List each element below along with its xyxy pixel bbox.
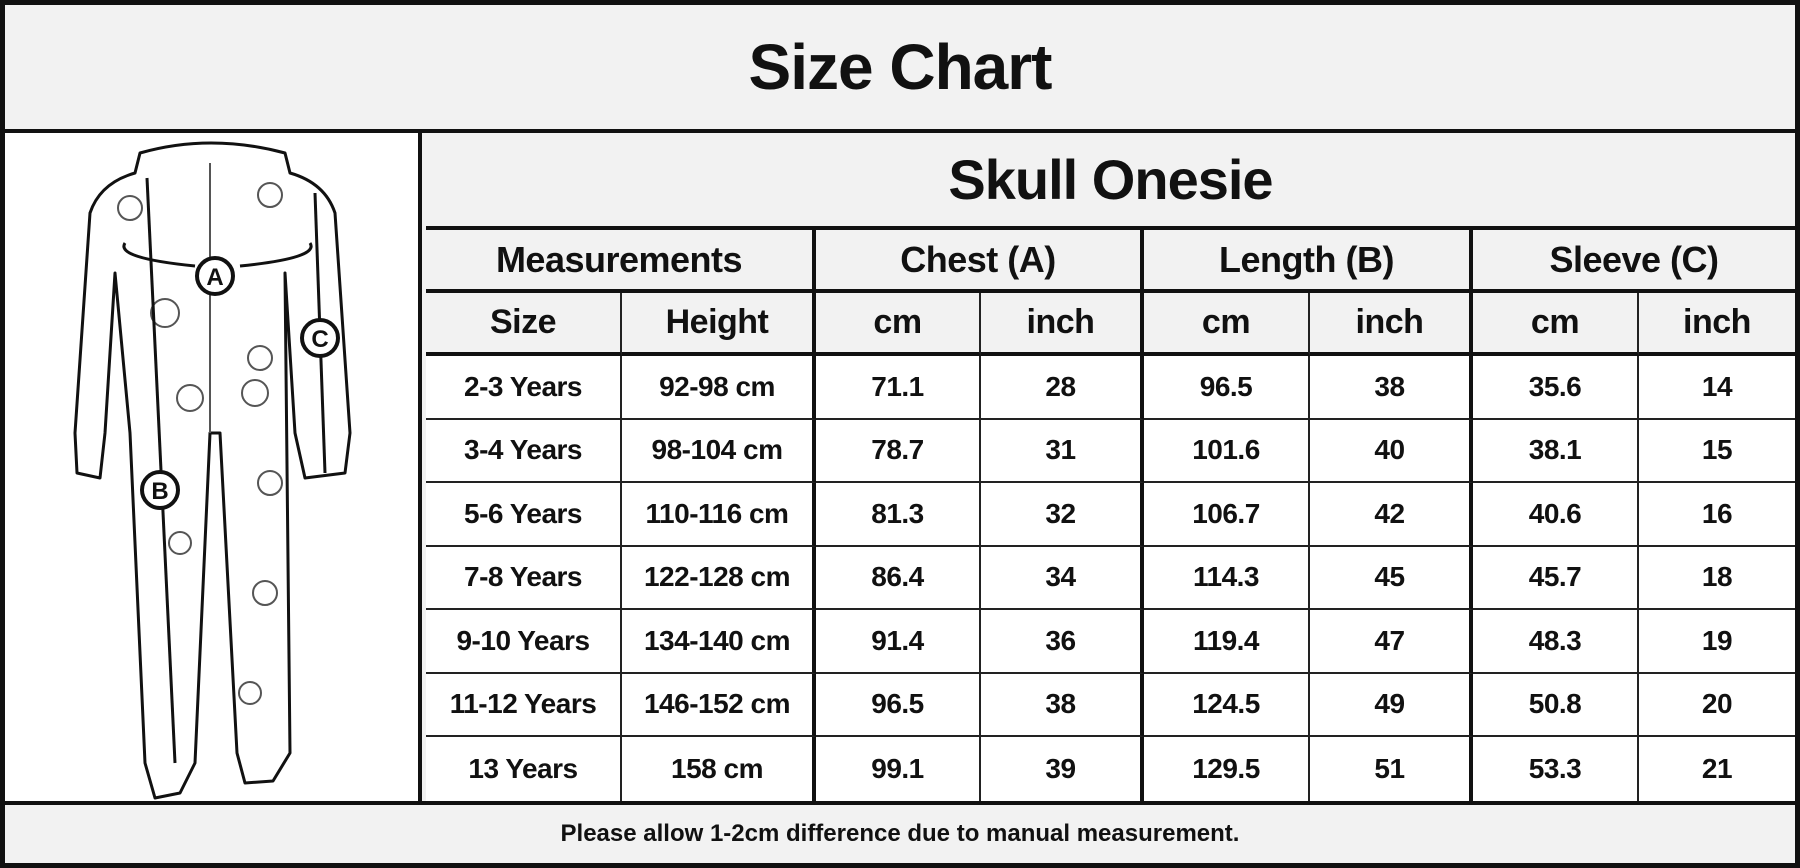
- table-cell: 7-8 Years: [426, 546, 622, 610]
- table-cell: 16: [1639, 483, 1795, 547]
- table-cell: 39: [981, 737, 1144, 801]
- table-cell: 124.5: [1144, 673, 1310, 737]
- subheader-cell: inch: [981, 293, 1144, 356]
- table-cell: 50.8: [1473, 673, 1639, 737]
- label-c: C: [311, 326, 328, 353]
- page-title: Size Chart: [5, 5, 1795, 133]
- subheader-cell: cm: [1473, 293, 1639, 356]
- table-cell: 45.7: [1473, 546, 1639, 610]
- table-cell: 45: [1310, 546, 1473, 610]
- table-cell: 40: [1310, 419, 1473, 483]
- table-cell: 5-6 Years: [426, 483, 622, 547]
- subheader-cell: inch: [1639, 293, 1795, 356]
- table-cell: 101.6: [1144, 419, 1310, 483]
- table-cell: 11-12 Years: [426, 673, 622, 737]
- table-cell: 134-140 cm: [622, 610, 816, 674]
- table-cell: 106.7: [1144, 483, 1310, 547]
- onesie-illustration: A B C: [5, 133, 422, 801]
- table-cell: 34: [981, 546, 1144, 610]
- table-cell: 2-3 Years: [426, 356, 622, 420]
- table-cell: 28: [981, 356, 1144, 420]
- table-cell: 146-152 cm: [622, 673, 816, 737]
- table-cell: 114.3: [1144, 546, 1310, 610]
- subheader-cell: cm: [1144, 293, 1310, 356]
- table-cell: 38.1: [1473, 419, 1639, 483]
- table-cell: 32: [981, 483, 1144, 547]
- table-cell: 91.4: [816, 610, 981, 674]
- table-cell: 21: [1639, 737, 1795, 801]
- table-cell: 20: [1639, 673, 1795, 737]
- table-cell: 35.6: [1473, 356, 1639, 420]
- table-cell: 19: [1639, 610, 1795, 674]
- header-sleeve: Sleeve (C): [1473, 230, 1795, 293]
- table-cell: 53.3: [1473, 737, 1639, 801]
- footer-note: Please allow 1-2cm difference due to man…: [5, 801, 1795, 863]
- table-cell: 71.1: [816, 356, 981, 420]
- table-cell: 31: [981, 419, 1144, 483]
- table-cell: 96.5: [1144, 356, 1310, 420]
- product-name: Skull Onesie: [426, 133, 1795, 230]
- table-cell: 129.5: [1144, 737, 1310, 801]
- table-cell: 96.5: [816, 673, 981, 737]
- table-cell: 9-10 Years: [426, 610, 622, 674]
- onesie-diagram-icon: A B C: [73, 141, 352, 800]
- label-a: A: [206, 264, 223, 291]
- table-cell: 51: [1310, 737, 1473, 801]
- table-cell: 92-98 cm: [622, 356, 816, 420]
- table-cell: 98-104 cm: [622, 419, 816, 483]
- table-cell: 40.6: [1473, 483, 1639, 547]
- subheader-cell: Size: [426, 293, 622, 356]
- table-cell: 119.4: [1144, 610, 1310, 674]
- header-length: Length (B): [1144, 230, 1473, 293]
- size-grid: Measurements Chest (A) Length (B) Sleeve…: [426, 230, 1795, 801]
- table-cell: 110-116 cm: [622, 483, 816, 547]
- header-chest: Chest (A): [816, 230, 1144, 293]
- subheader-cell: cm: [816, 293, 981, 356]
- label-b: B: [151, 478, 168, 505]
- subheader-cell: Height: [622, 293, 816, 356]
- table-cell: 13 Years: [426, 737, 622, 801]
- table-cell: 42: [1310, 483, 1473, 547]
- table-cell: 86.4: [816, 546, 981, 610]
- table-cell: 99.1: [816, 737, 981, 801]
- table-cell: 158 cm: [622, 737, 816, 801]
- table-cell: 38: [1310, 356, 1473, 420]
- table-cell: 122-128 cm: [622, 546, 816, 610]
- table-cell: 3-4 Years: [426, 419, 622, 483]
- table-cell: 78.7: [816, 419, 981, 483]
- table-cell: 81.3: [816, 483, 981, 547]
- table-cell: 47: [1310, 610, 1473, 674]
- table-cell: 36: [981, 610, 1144, 674]
- table-cell: 18: [1639, 546, 1795, 610]
- table-cell: 15: [1639, 419, 1795, 483]
- subheader-cell: inch: [1310, 293, 1473, 356]
- table-cell: 38: [981, 673, 1144, 737]
- size-table: Skull Onesie Measurements Chest (A) Leng…: [426, 133, 1795, 801]
- table-cell: 49: [1310, 673, 1473, 737]
- table-cell: 48.3: [1473, 610, 1639, 674]
- header-measurements: Measurements: [426, 230, 816, 293]
- table-cell: 14: [1639, 356, 1795, 420]
